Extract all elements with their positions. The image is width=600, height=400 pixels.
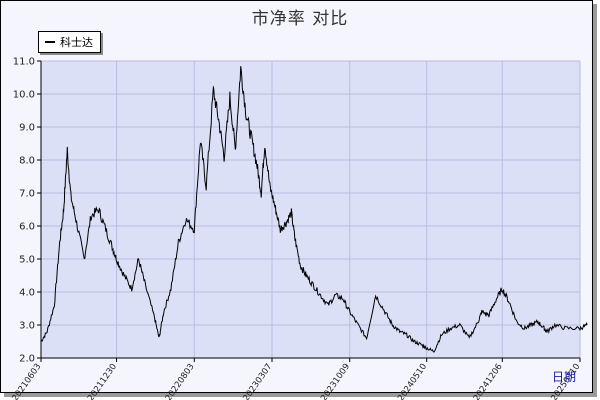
x-tick-label: 20211230 (86, 362, 119, 400)
legend: 科士达 (38, 31, 101, 53)
x-tick-label: 20231009 (319, 362, 352, 400)
y-tick-label: 7.0 (19, 189, 35, 200)
x-tick-label: 20240510 (396, 362, 429, 400)
series-line-kestar (40, 66, 588, 353)
x-tick-label: 20220803 (164, 362, 197, 400)
x-tick-label: 20241206 (472, 362, 505, 400)
y-tick-label: 2.0 (19, 354, 35, 365)
legend-swatch (45, 41, 55, 43)
plot-background (41, 61, 580, 358)
y-tick-label: 6.0 (19, 222, 35, 233)
y-tick-label: 10.0 (13, 90, 35, 101)
y-tick-label: 5.0 (19, 255, 35, 266)
y-tick-label: 4.0 (19, 288, 35, 299)
chart-title: 市净率 对比 (251, 9, 349, 29)
y-tick-label: 3.0 (19, 321, 35, 332)
x-tick-label: 20230307 (241, 362, 274, 400)
x-tick-label: 20210603 (10, 362, 43, 400)
y-tick-label: 8.0 (19, 156, 35, 167)
y-tick-label: 11.0 (13, 57, 35, 68)
legend-label: 科士达 (60, 36, 93, 49)
y-tick-label: 9.0 (19, 123, 35, 134)
x-axis-label: 日期 (552, 370, 577, 384)
